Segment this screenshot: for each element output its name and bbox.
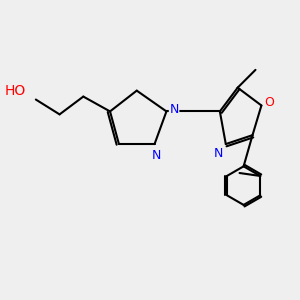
Text: HO: HO bbox=[4, 84, 26, 98]
Text: N: N bbox=[152, 148, 161, 161]
Text: O: O bbox=[264, 96, 274, 109]
Text: N: N bbox=[169, 103, 179, 116]
Text: N: N bbox=[214, 147, 223, 160]
